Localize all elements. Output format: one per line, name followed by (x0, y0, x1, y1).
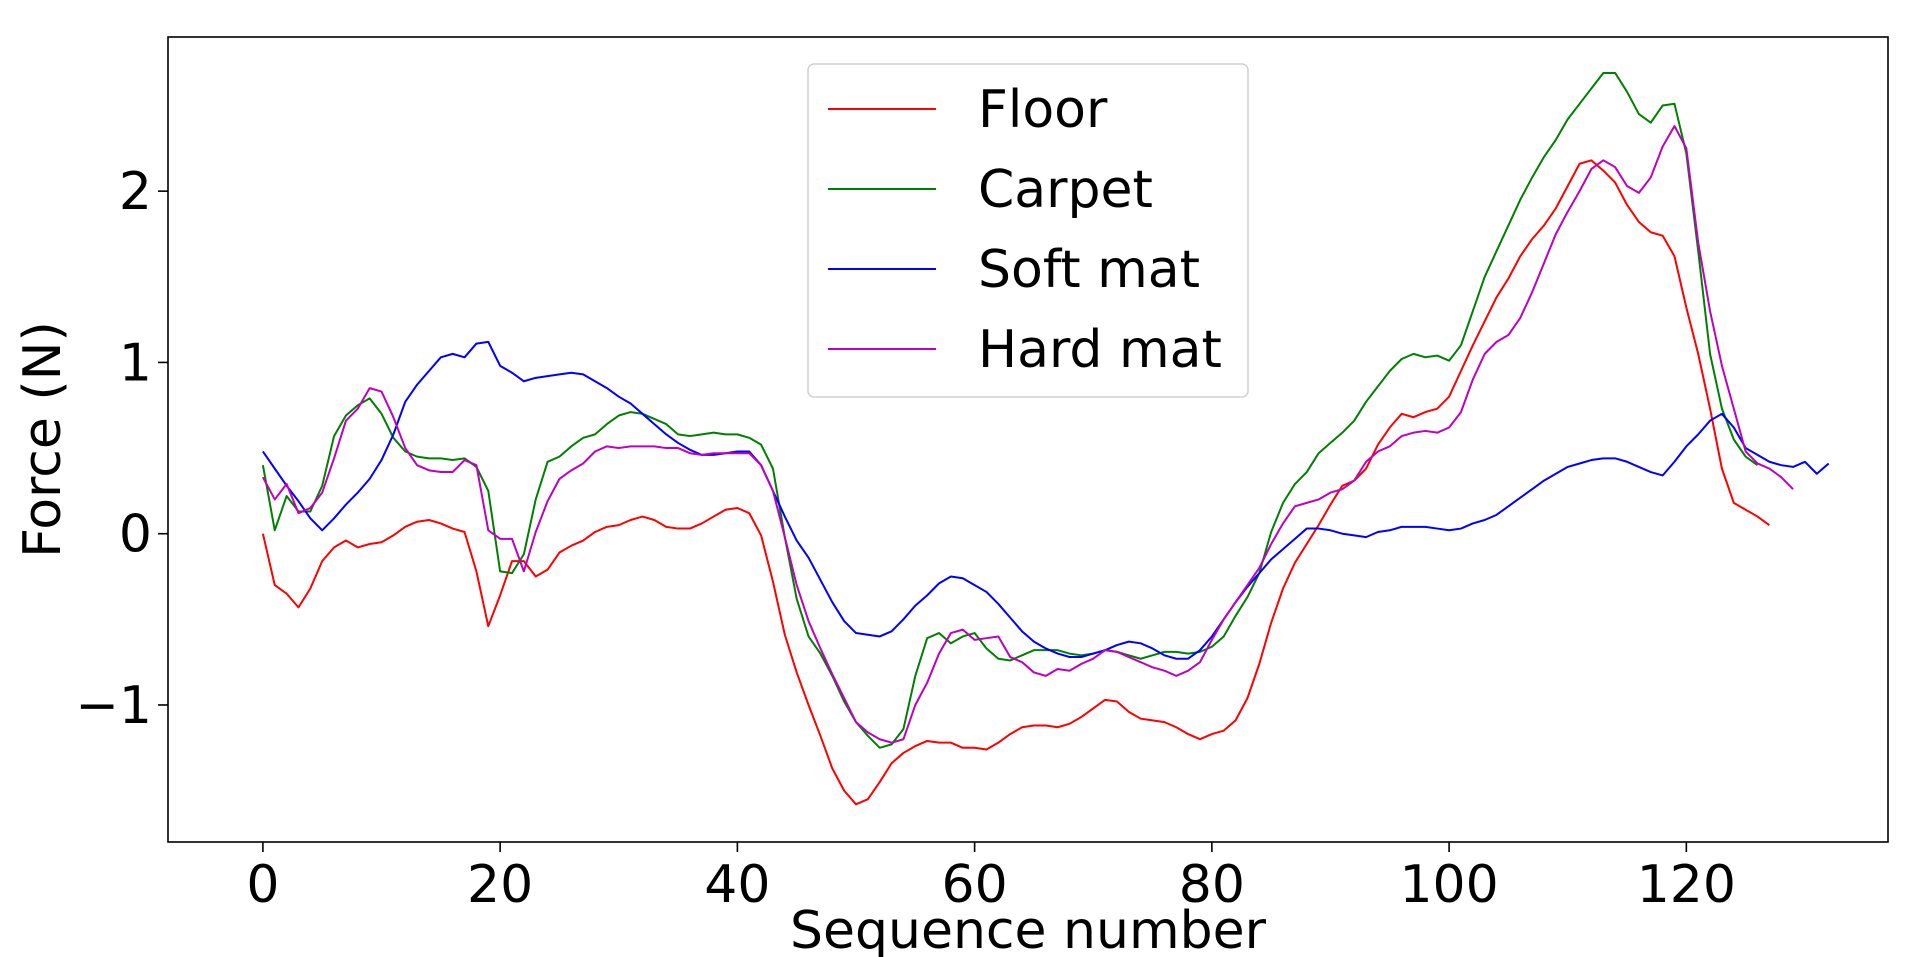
x-tick-label: 40 (704, 855, 770, 915)
x-axis-ticks: 0 20 40 60 80 100 120 (246, 842, 1736, 915)
x-tick-label: 20 (467, 855, 533, 915)
y-axis-label: Force (N) (13, 321, 73, 558)
y-tick-label: −1 (75, 676, 152, 736)
x-axis-label: Sequence number (790, 901, 1267, 957)
y-tick-label: 2 (119, 162, 152, 222)
x-tick-label: 120 (1637, 855, 1736, 915)
series-layer (261, 71, 1830, 806)
legend-label: Floor (978, 80, 1108, 140)
legend-label: Carpet (978, 160, 1153, 220)
y-tick-label: 0 (119, 505, 152, 565)
plot-frame (167, 36, 1889, 843)
x-tick-label: 80 (1179, 855, 1245, 915)
series-line-hard-mat (262, 125, 1794, 744)
y-axis-ticks: −1 0 1 2 (75, 162, 168, 736)
legend-label: Hard mat (978, 320, 1222, 380)
legend-box (807, 63, 1249, 398)
legend: Floor Carpet Soft mat Hard mat (807, 63, 1249, 398)
series-line-carpet (261, 71, 1759, 749)
series-line-floor (261, 159, 1770, 806)
x-tick-label: 0 (246, 855, 279, 915)
legend-label: Soft mat (978, 240, 1200, 300)
x-tick-label: 60 (942, 855, 1008, 915)
series-line-soft-mat (262, 340, 1830, 660)
x-tick-label: 100 (1399, 855, 1498, 915)
y-tick-label: 1 (119, 333, 152, 393)
